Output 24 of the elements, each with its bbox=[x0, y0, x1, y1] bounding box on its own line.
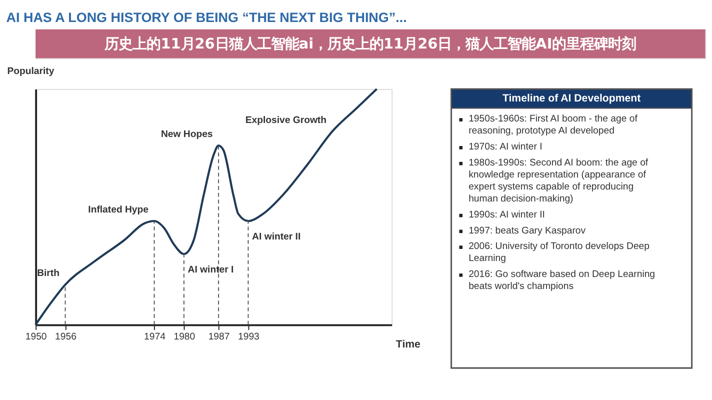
x-axis-title: Time bbox=[396, 338, 421, 350]
x-tick-label: 1980 bbox=[174, 332, 196, 343]
annotation: AI winter II bbox=[252, 231, 301, 242]
x-tick-label: 1987 bbox=[208, 332, 230, 343]
text: 1970s: AI winter I bbox=[468, 142, 542, 153]
chart-subtitle: 历史上的11月26日猫人工智能ai，历史上的11月26日，猫人工智能AI的里程碑时刻 bbox=[104, 36, 636, 53]
y-axis-title: Popularity bbox=[7, 66, 55, 78]
x-tick-label: 1950 bbox=[25, 332, 47, 343]
chart-title: AI HAS A LONG HISTORY OF BEING “THE NEXT BIG THING”... bbox=[6, 10, 407, 26]
text: 2016: Go software based on Deep Learning beats world's champions bbox=[468, 269, 656, 292]
text: 2006: University of Toronto develops Deep Learning bbox=[468, 241, 650, 264]
annotation: Explosive Growth bbox=[245, 114, 327, 126]
text: 1990s: AI winter II bbox=[468, 209, 545, 220]
annotation: Birth bbox=[37, 268, 60, 279]
annotation: Inflated Hype bbox=[88, 204, 150, 216]
x-tick-label: 1974 bbox=[144, 332, 166, 343]
text: 1997: beats Gary Kasparov bbox=[468, 225, 586, 236]
x-tick-label: 1956 bbox=[55, 332, 76, 343]
text: Timeline of AI Development bbox=[502, 92, 642, 104]
annotation: AI winter I bbox=[188, 264, 234, 276]
text: 1980s-1990s: Second AI boom: the age of knowledge representation (appearance of expert systems capable of reproducing human decision-making) bbox=[468, 157, 648, 205]
x-tick-label: 1993 bbox=[238, 332, 260, 343]
annotation: New Hopes bbox=[160, 128, 213, 140]
text: 1950s-1960s: First AI boom - the age of reasoning, prototype AI developed bbox=[468, 114, 638, 137]
